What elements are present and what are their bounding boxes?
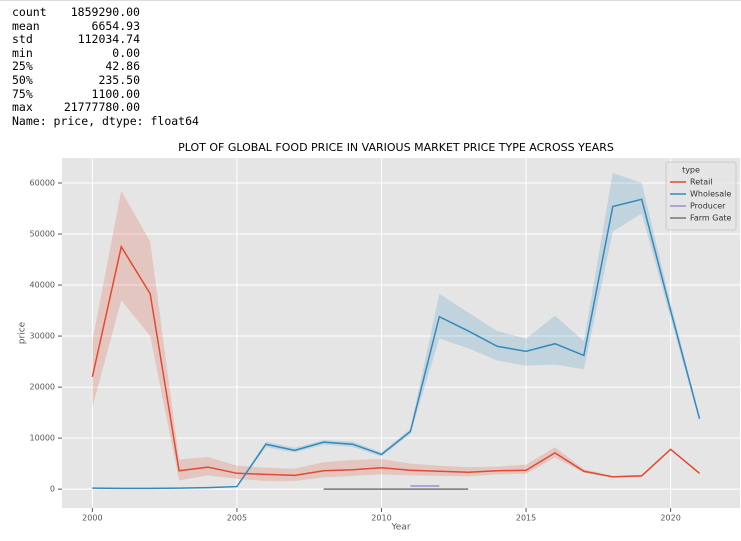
confidence-band xyxy=(92,172,700,489)
x-tick-label: 2000 xyxy=(82,514,102,523)
stat-value: 0.00 xyxy=(112,45,140,60)
y-tick-label: 0 xyxy=(50,485,55,494)
stat-label: count xyxy=(12,5,47,19)
x-tick-label: 2010 xyxy=(371,514,391,523)
y-tick-label: 40000 xyxy=(30,281,55,290)
chart-title: PLOT OF GLOBAL FOOD PRICE IN VARIOUS MAR… xyxy=(178,141,614,154)
series-line xyxy=(91,244,701,478)
legend-label: Farm Gate xyxy=(690,214,731,223)
legend-label: Wholesale xyxy=(690,190,731,199)
legend-title: type xyxy=(682,166,700,175)
stat-value: 21777780.00 xyxy=(63,100,140,115)
x-axis-label: Year xyxy=(390,523,410,533)
legend-label: Producer xyxy=(690,202,726,211)
stat-label: mean xyxy=(12,18,40,33)
legend-label: Retail xyxy=(690,178,713,187)
stat-row: 75% 1100.00 xyxy=(12,86,199,102)
stat-label: 50% xyxy=(12,72,33,87)
describe-output: count 1859290.00 mean 6654.93 std 112034.74 mi… xyxy=(12,5,199,128)
cell-border xyxy=(0,0,741,1)
series-info: Name: price, dtype: float64 xyxy=(12,113,199,128)
stat-value: 1859290.00 xyxy=(70,5,140,19)
stat-label: min xyxy=(12,45,33,60)
y-axis-label: price xyxy=(18,321,28,344)
y-tick-label: 50000 xyxy=(30,230,55,239)
stat-row: std 112034.74 xyxy=(12,33,199,47)
legend-box xyxy=(665,161,737,231)
x-tick-label: 2005 xyxy=(227,514,247,523)
stat-label: max xyxy=(12,100,33,115)
y-tick-label: 10000 xyxy=(30,434,55,443)
stat-row: mean 6654.93 xyxy=(12,18,199,34)
stat-value: 1100.00 xyxy=(91,86,140,101)
series-line xyxy=(92,198,701,490)
stat-row: 50% 235.50 xyxy=(12,72,199,88)
stat-value: 112034.74 xyxy=(77,32,140,47)
stat-row: min 0.00 xyxy=(12,45,199,61)
y-tick-label: 60000 xyxy=(30,179,55,188)
stat-row: 25% 42.86 xyxy=(12,60,199,74)
stat-value: 235.50 xyxy=(98,72,140,87)
stat-label: std xyxy=(12,32,33,47)
y-tick-label: 30000 xyxy=(30,332,55,341)
stat-value: 6654.93 xyxy=(91,18,140,33)
stat-value: 42.86 xyxy=(105,59,140,74)
y-tick-label: 20000 xyxy=(30,383,55,392)
stat-label: 75% xyxy=(12,86,33,101)
x-tick-label: 2020 xyxy=(660,514,680,523)
x-tick-label: 2015 xyxy=(516,514,536,523)
stat-row: count 1859290.00 xyxy=(12,5,199,20)
stat-label: 25% xyxy=(12,59,33,74)
stat-row: max 21777780.00 xyxy=(12,101,199,115)
